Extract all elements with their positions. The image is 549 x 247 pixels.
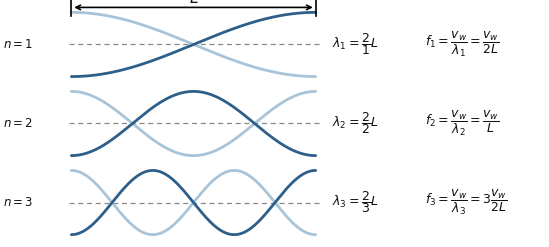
Text: $f_3 = \dfrac{v_w}{\lambda_3} = 3\dfrac{v_w}{2L}$: $f_3 = \dfrac{v_w}{\lambda_3} = 3\dfrac{… <box>425 188 508 217</box>
Text: $\lambda_2 = \dfrac{2}{2}L$: $\lambda_2 = \dfrac{2}{2}L$ <box>332 111 379 136</box>
Text: $n = 3$: $n = 3$ <box>3 196 33 209</box>
Text: $n = 1$: $n = 1$ <box>3 38 33 51</box>
Text: $f_1 = \dfrac{v_w}{\lambda_1} = \dfrac{v_w}{2L}$: $f_1 = \dfrac{v_w}{\lambda_1} = \dfrac{v… <box>425 30 500 59</box>
Text: $f_2 = \dfrac{v_w}{\lambda_2} = \dfrac{v_w}{L}$: $f_2 = \dfrac{v_w}{\lambda_2} = \dfrac{v… <box>425 109 500 138</box>
Text: $n = 2$: $n = 2$ <box>3 117 33 130</box>
Text: $L$: $L$ <box>189 0 198 6</box>
Text: $\lambda_1 = \dfrac{2}{1}L$: $\lambda_1 = \dfrac{2}{1}L$ <box>332 32 379 57</box>
Text: $\lambda_3 = \dfrac{2}{3}L$: $\lambda_3 = \dfrac{2}{3}L$ <box>332 190 379 215</box>
